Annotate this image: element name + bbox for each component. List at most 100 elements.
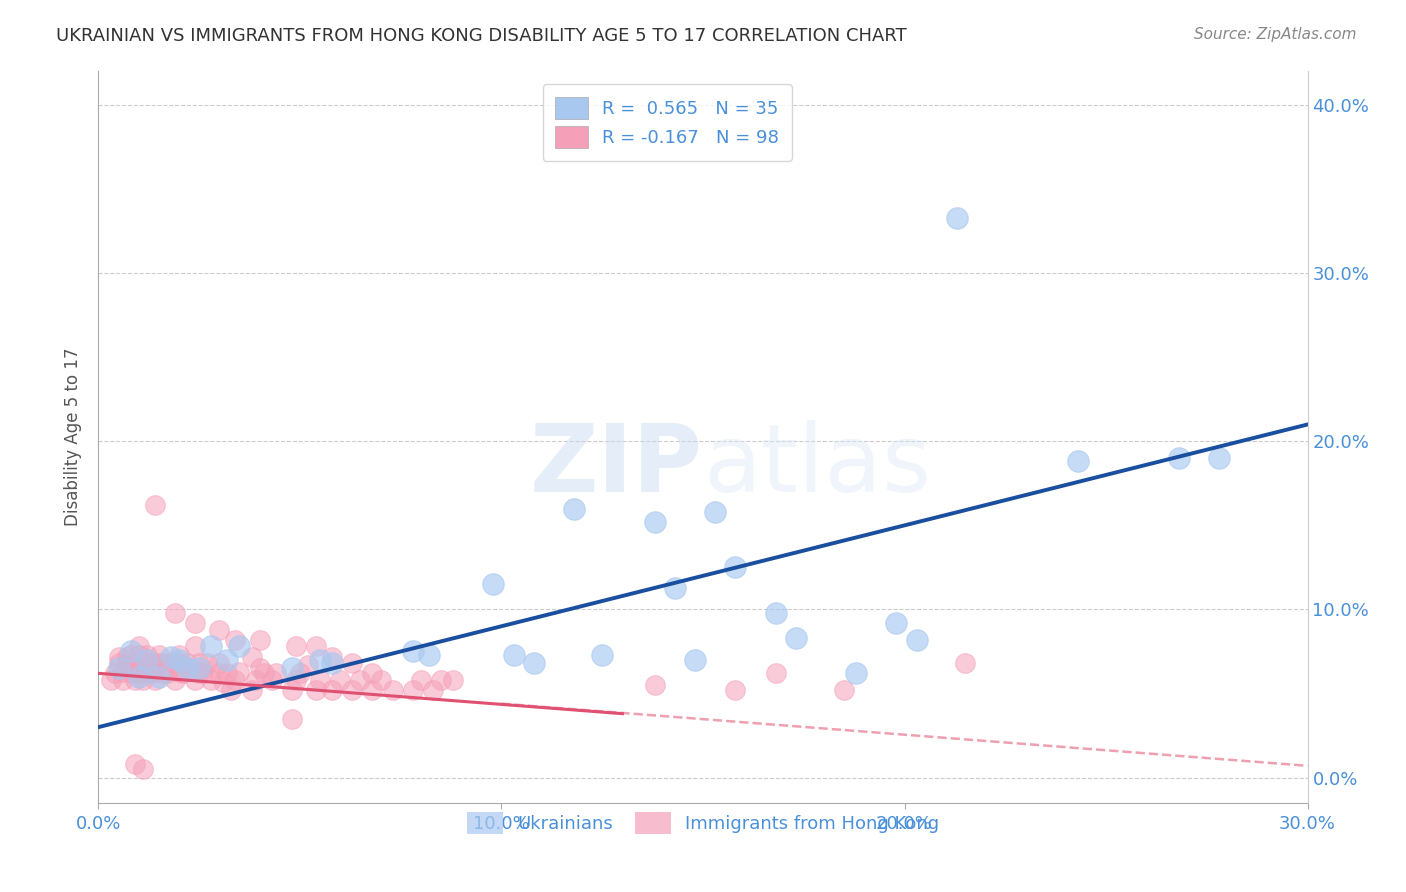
Point <box>148 670 170 684</box>
Point <box>523 657 546 671</box>
Point <box>135 648 157 662</box>
Point <box>143 665 166 679</box>
Point <box>765 606 787 620</box>
Point <box>321 683 343 698</box>
Point <box>188 657 211 671</box>
Point <box>329 673 352 687</box>
Point <box>228 640 250 654</box>
Point <box>305 683 328 698</box>
Point <box>184 640 207 654</box>
Point <box>217 653 239 667</box>
Point <box>152 666 174 681</box>
Point <box>321 657 343 671</box>
Point <box>163 606 186 620</box>
Point <box>128 666 150 681</box>
Point <box>281 661 304 675</box>
Point <box>217 666 239 681</box>
Point <box>253 666 276 681</box>
Point <box>430 673 453 687</box>
Point <box>361 666 384 681</box>
Text: Source: ZipAtlas.com: Source: ZipAtlas.com <box>1194 27 1357 42</box>
Point <box>111 673 134 687</box>
Text: ZIP: ZIP <box>530 420 703 512</box>
Point <box>260 673 283 687</box>
Point <box>107 649 129 664</box>
Point <box>120 666 142 681</box>
Point <box>184 615 207 630</box>
Point <box>284 640 307 654</box>
Point <box>107 657 129 671</box>
Point <box>120 644 142 658</box>
Point <box>103 666 125 681</box>
Point <box>644 515 666 529</box>
Point <box>148 648 170 662</box>
Point <box>402 644 425 658</box>
Point <box>349 673 371 687</box>
Point <box>381 683 404 698</box>
Point <box>143 498 166 512</box>
Point <box>200 673 222 687</box>
Point <box>156 666 179 681</box>
Point <box>107 661 129 675</box>
Point <box>163 673 186 687</box>
Point <box>184 673 207 687</box>
Point <box>115 649 138 664</box>
Point <box>200 640 222 654</box>
Point <box>176 661 198 675</box>
Point <box>120 657 142 671</box>
Point <box>188 666 211 681</box>
Y-axis label: Disability Age 5 to 17: Disability Age 5 to 17 <box>65 348 83 526</box>
Point <box>139 666 162 681</box>
Point <box>167 648 190 662</box>
Point <box>402 683 425 698</box>
Point <box>120 648 142 662</box>
Point <box>309 673 332 687</box>
Point <box>321 649 343 664</box>
Point <box>128 670 150 684</box>
Point <box>224 673 246 687</box>
Point <box>664 581 686 595</box>
Point <box>832 683 855 698</box>
Point <box>208 666 231 681</box>
Text: atlas: atlas <box>703 420 931 512</box>
Point <box>1208 451 1230 466</box>
Point <box>309 653 332 667</box>
Point <box>221 683 243 698</box>
Point <box>228 665 250 679</box>
Point <box>845 666 868 681</box>
Point <box>128 648 150 662</box>
Point <box>148 657 170 671</box>
Point <box>281 683 304 698</box>
Point <box>785 631 807 645</box>
Point <box>249 661 271 675</box>
Point <box>342 657 364 671</box>
Point <box>135 657 157 671</box>
Text: UKRAINIAN VS IMMIGRANTS FROM HONG KONG DISABILITY AGE 5 TO 17 CORRELATION CHART: UKRAINIAN VS IMMIGRANTS FROM HONG KONG D… <box>56 27 907 45</box>
Point <box>160 649 183 664</box>
Point <box>143 673 166 687</box>
Legend: Ukrainians, Immigrants from Hong Kong: Ukrainians, Immigrants from Hong Kong <box>460 805 946 841</box>
Point <box>176 657 198 671</box>
Point <box>724 560 747 574</box>
Point <box>683 653 706 667</box>
Point <box>1067 454 1090 468</box>
Point <box>240 649 263 664</box>
Point <box>591 648 613 662</box>
Point <box>128 657 150 671</box>
Point <box>562 501 585 516</box>
Point <box>139 657 162 671</box>
Point <box>132 762 155 776</box>
Point <box>188 661 211 675</box>
Point <box>245 673 267 687</box>
Point <box>886 615 908 630</box>
Point <box>409 673 432 687</box>
Point <box>195 657 218 671</box>
Point <box>167 665 190 679</box>
Point <box>342 683 364 698</box>
Point <box>284 673 307 687</box>
Point <box>100 673 122 687</box>
Point <box>208 623 231 637</box>
Point <box>502 648 524 662</box>
Point <box>946 211 969 225</box>
Point <box>249 632 271 647</box>
